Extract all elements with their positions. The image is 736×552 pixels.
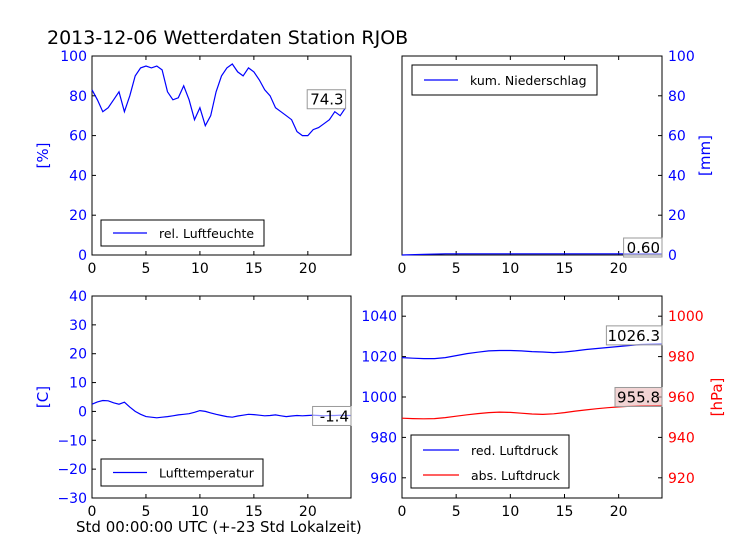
last-value-box: [623, 237, 663, 258]
y-tick-label: 940: [668, 430, 695, 446]
legend-label: red. Luftdruck: [471, 443, 559, 458]
figure-title: 2013-12-06 Wetterdaten Station RJOB: [47, 27, 408, 49]
legend-label: kum. Niederschlag: [470, 73, 587, 88]
legend-label: rel. Luftfeuchte: [159, 226, 254, 241]
x-tick-label: 10: [191, 261, 209, 277]
y-tick-label: 980: [668, 350, 695, 366]
last-value-label: 74.3: [310, 91, 343, 109]
y-tick-label: 1000: [361, 390, 397, 406]
y-tick-label: 10: [69, 376, 87, 392]
series-line: [91, 63, 347, 137]
panel-precipitation: 0 5 10 15 20 0 20 40 60 80 100 [mm] 0.60 kum. Nieders…: [398, 49, 714, 277]
x-tick-label: 0: [398, 504, 407, 520]
y-tick-label: 20: [668, 208, 686, 224]
y-tick-label: 100: [60, 49, 87, 65]
x-tick-label: 5: [141, 261, 150, 277]
y-tick-label: 1000: [668, 309, 704, 325]
y-tick-label: 960: [668, 390, 695, 406]
x-tick-label: 15: [245, 261, 263, 277]
y-tick-label: 20: [69, 208, 87, 224]
y-tick-label: 60: [668, 129, 686, 145]
panel-pressure: 0 5 10 15 20 960 980 1000 1020 1040 920 940 960 980 10…: [361, 295, 726, 520]
last-value-box: [605, 325, 663, 346]
x-tick-label: 0: [398, 261, 407, 277]
y-tick-label: −20: [57, 462, 87, 478]
x-tick-label: 20: [299, 261, 317, 277]
y-tick-label: 0: [78, 248, 87, 264]
y-axis-label: [mm]: [696, 135, 714, 176]
x-axis-label: Std 00:00:00 UTC (+-23 Std Lokalzeit): [76, 518, 362, 536]
y-tick-label: 0: [78, 404, 87, 420]
x-tick-label: 10: [501, 261, 519, 277]
y-tick-label: 980: [370, 430, 397, 446]
y-tick-label: 60: [69, 129, 87, 145]
x-tick-label: 20: [610, 504, 628, 520]
series-line-0: [401, 343, 663, 360]
y-tick-label: 30: [69, 318, 87, 334]
y-axis-label: [C]: [34, 386, 52, 408]
last-value-box: [312, 405, 352, 426]
legend-label: abs. Luftdruck: [471, 468, 561, 483]
y-tick-label: 20: [69, 347, 87, 363]
x-tick-label: 15: [556, 261, 574, 277]
legend-box: [410, 434, 570, 489]
last-value-label: 1026.3: [608, 327, 661, 345]
y-tick-label: 920: [668, 471, 695, 487]
y-tick-label: 1040: [361, 309, 397, 325]
panel-temperature: 0 5 10 15 20 −30 −20 −10 0 10 20 30 40 [C] -1.4 Lufttem…: [34, 289, 352, 520]
panel-humidity: 0 5 10 15 20 0 20 40 60 80 100 [%] 74.3 rel. Luftfeuc…: [34, 49, 352, 277]
y-axis-label-right: [hPa]: [708, 378, 726, 417]
x-tick-label: 10: [191, 504, 209, 520]
x-tick-label: 5: [141, 504, 150, 520]
x-tick-label: 10: [501, 504, 519, 520]
y-tick-label: 100: [668, 49, 695, 65]
y-tick-label: 960: [370, 471, 397, 487]
x-tick-label: 20: [610, 261, 628, 277]
y-tick-label: 0: [668, 248, 677, 264]
x-tick-label: 15: [556, 504, 574, 520]
y-tick-label: −10: [57, 433, 87, 449]
x-tick-label: 0: [88, 504, 97, 520]
y-tick-label: 40: [668, 168, 686, 184]
x-tick-label: 20: [299, 504, 317, 520]
last-value-label: 955.8: [617, 388, 660, 406]
x-tick-label: 5: [452, 261, 461, 277]
last-value-box: [614, 386, 663, 407]
y-axis-label: [%]: [34, 143, 52, 169]
last-value-label: 0.60: [627, 239, 660, 257]
last-value-label: -1.4: [320, 407, 349, 425]
last-value-box: [306, 89, 347, 110]
x-tick-label: 15: [245, 504, 263, 520]
y-tick-label: 1020: [361, 350, 397, 366]
y-tick-label: 40: [69, 289, 87, 305]
series-line: [401, 253, 662, 256]
y-tick-label: 80: [69, 89, 87, 105]
x-tick-label: 0: [88, 261, 97, 277]
legend-label: Lufttemperatur: [159, 466, 255, 481]
x-tick-label: 5: [452, 504, 461, 520]
y-tick-label: 80: [668, 89, 686, 105]
series-line: [91, 399, 351, 419]
y-tick-label: 40: [69, 168, 87, 184]
y-tick-label: −30: [57, 491, 87, 507]
